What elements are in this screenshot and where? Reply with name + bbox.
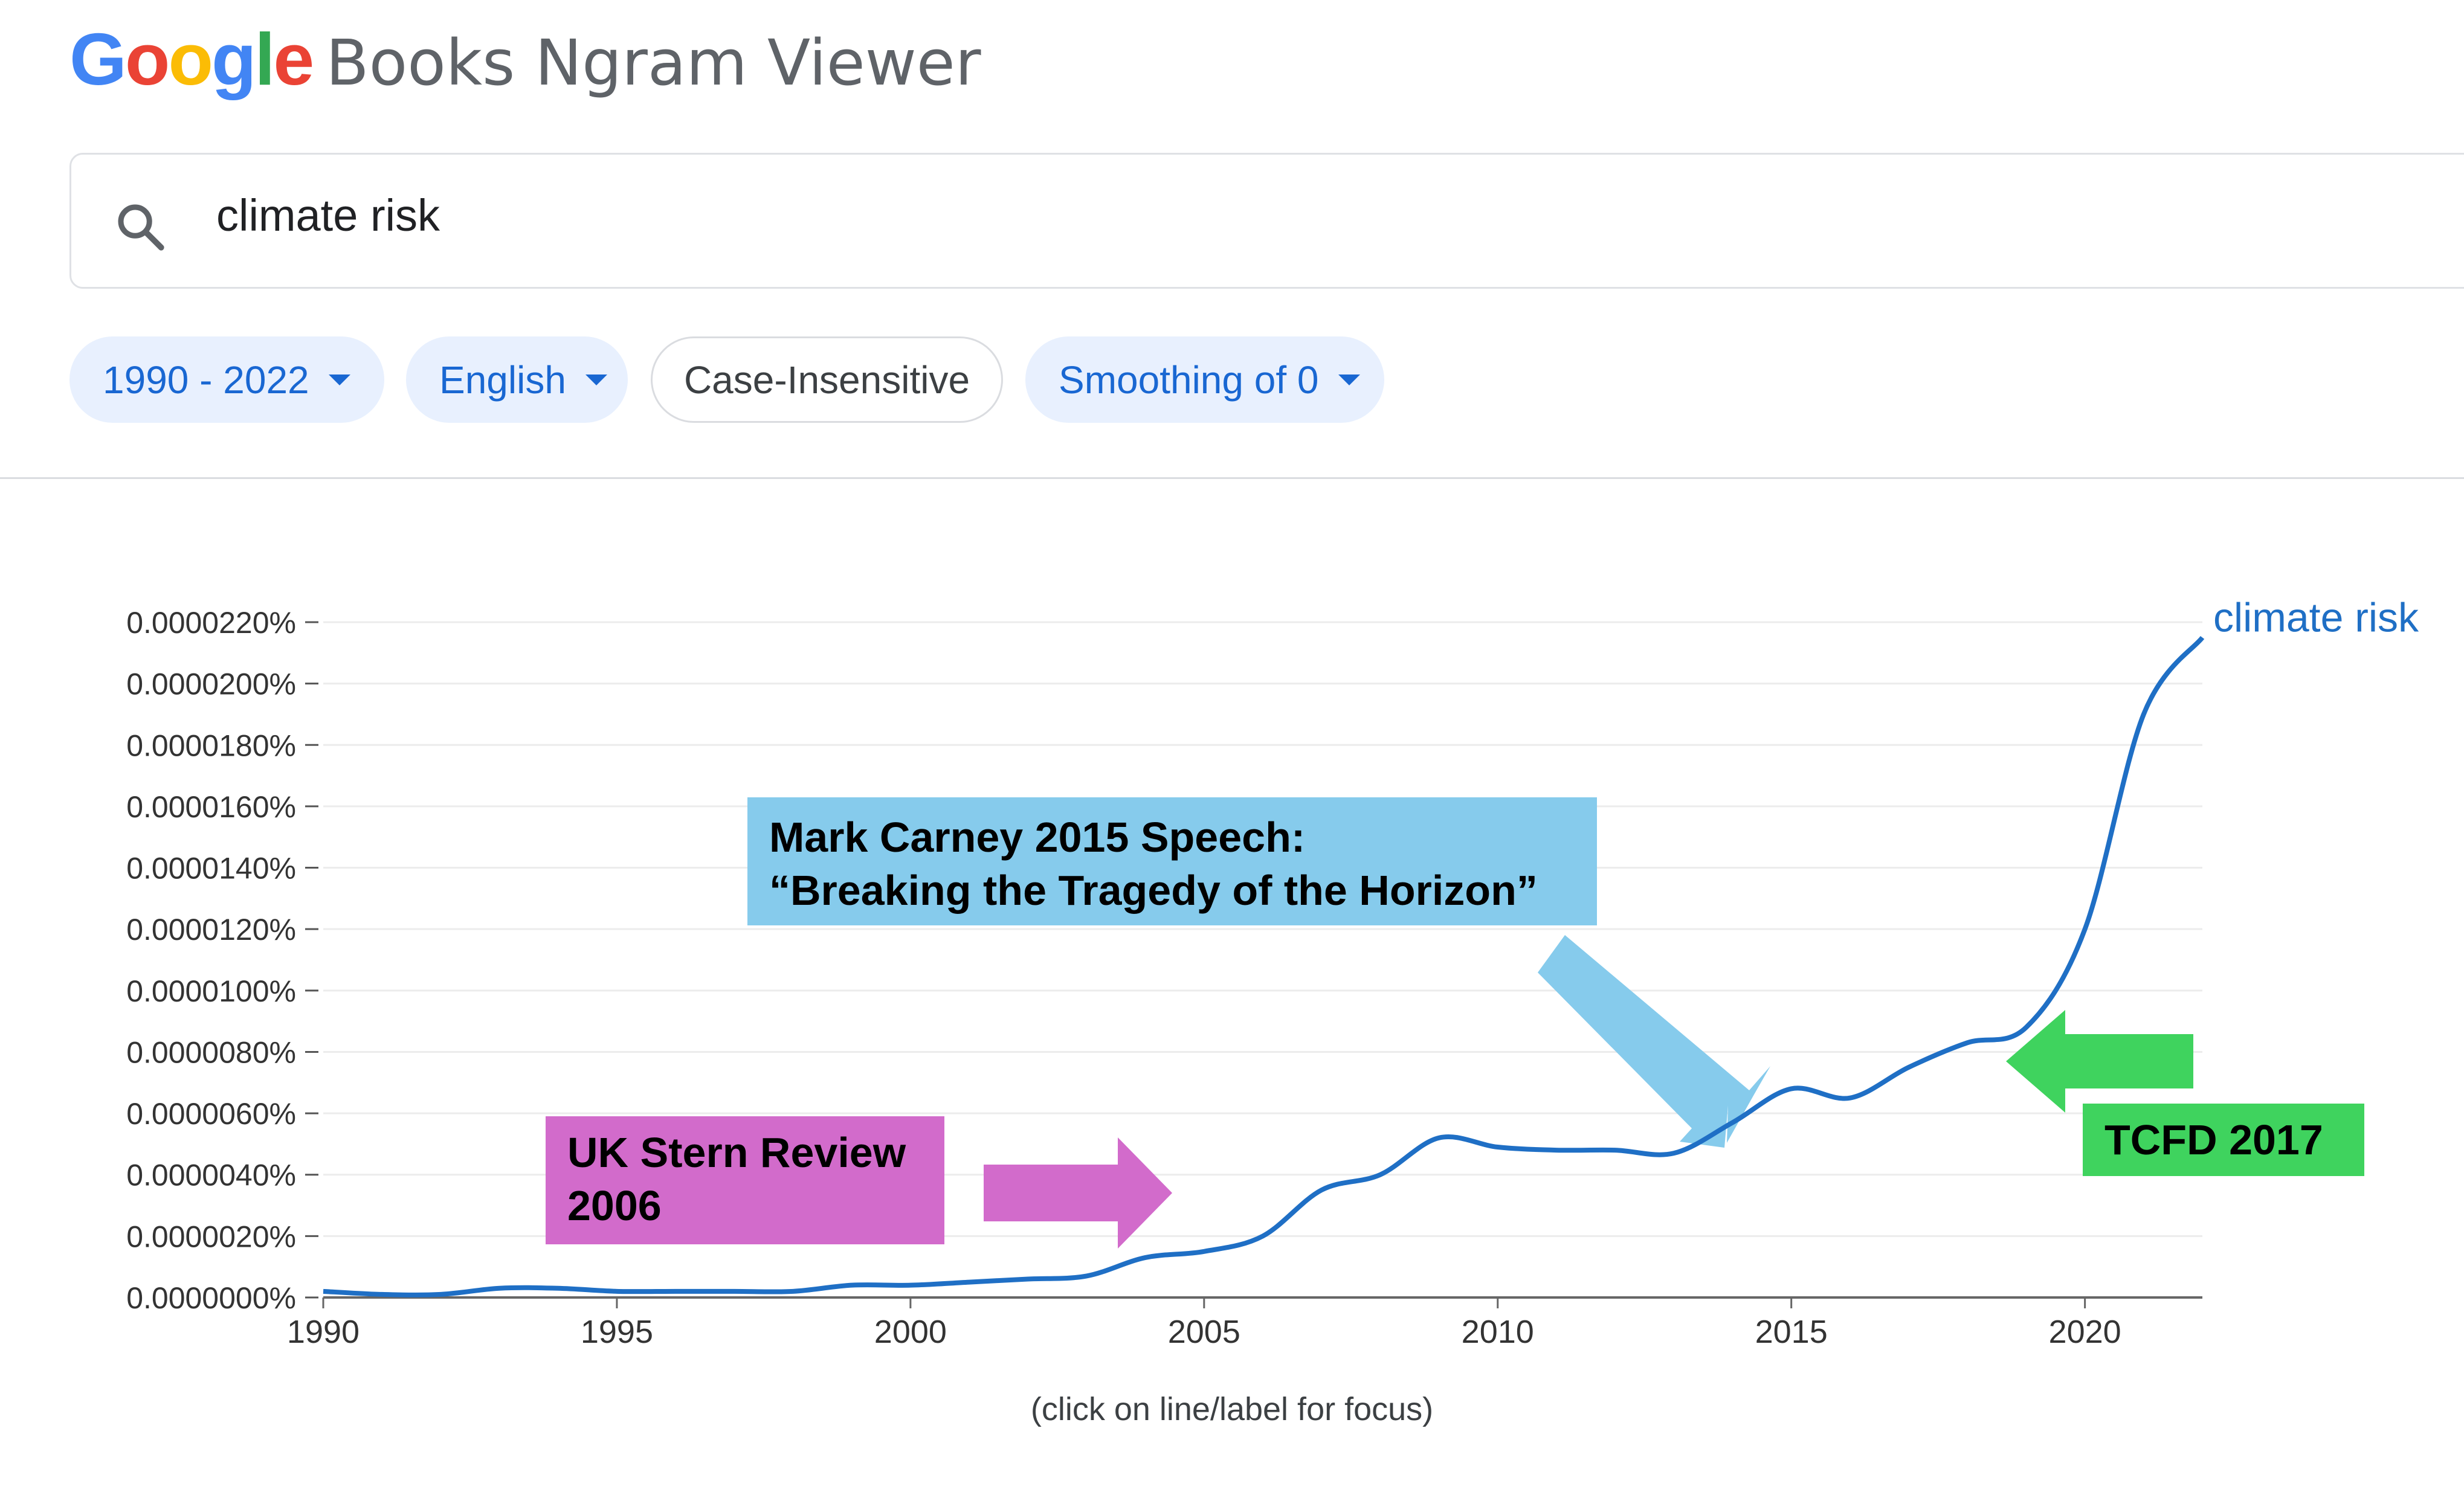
- chevron-down-icon: [328, 374, 350, 385]
- google-letter: l: [254, 18, 276, 100]
- carney-callout-line1: Mark Carney 2015 Speech:: [769, 814, 1306, 861]
- google-letter: e: [273, 18, 314, 100]
- y-tick-label: 0.0000220%: [126, 606, 296, 640]
- x-tick-label: 2005: [1168, 1314, 1240, 1350]
- logo-product-name: Books Ngram Viewer: [326, 26, 981, 100]
- series-label-climate-risk[interactable]: climate risk: [2213, 594, 2419, 640]
- y-tick-label: 0.0000040%: [126, 1159, 296, 1192]
- google-letter: o: [168, 18, 213, 100]
- year-range-dropdown[interactable]: 1990 - 2022: [69, 336, 384, 423]
- x-tick-label: 2010: [1462, 1314, 1534, 1350]
- y-tick-label: 0.0000080%: [126, 1035, 296, 1069]
- stern-callout-line2: 2006: [567, 1182, 662, 1229]
- y-tick-label: 0.0000000%: [126, 1281, 296, 1315]
- carney-arrow: [1538, 935, 1770, 1148]
- chevron-down-icon: [1338, 374, 1360, 385]
- carney-speech-callout: Mark Carney 2015 Speech: “Breaking the T…: [747, 797, 1597, 925]
- y-tick-label: 0.0000200%: [126, 667, 296, 701]
- y-tick-label: 0.0000020%: [126, 1220, 296, 1253]
- x-tick-label: 1990: [287, 1314, 360, 1350]
- google-wordmark: Google: [69, 18, 314, 100]
- y-tick-label: 0.0000140%: [126, 852, 296, 886]
- year-range-label: 1990 - 2022: [103, 358, 309, 402]
- stern-arrow: [984, 1137, 1172, 1249]
- search-input[interactable]: climate risk: [216, 190, 440, 240]
- google-letter: G: [69, 18, 127, 100]
- carney-callout-line2: “Breaking the Tragedy of the Horizon”: [769, 867, 1538, 914]
- x-tick-label: 1995: [581, 1314, 653, 1350]
- language-label: English: [439, 358, 566, 402]
- search-icon[interactable]: [114, 200, 168, 254]
- case-insensitive-toggle[interactable]: Case-Insensitive: [651, 336, 1003, 423]
- series-line-climate-risk[interactable]: [323, 635, 2205, 1297]
- chart-axes: 0.0000000% 0.0000020% 0.0000040% 0.0000060%…: [126, 606, 2202, 1350]
- x-tick-label: 2000: [874, 1314, 947, 1350]
- y-tick-label: 0.0000180%: [126, 728, 296, 762]
- stern-review-callout: UK Stern Review 2006: [546, 1116, 944, 1244]
- chart-footer-note: (click on line/label for focus): [1030, 1391, 1434, 1427]
- y-tick-label: 0.0000060%: [126, 1097, 296, 1131]
- stern-callout-line1: UK Stern Review: [567, 1129, 906, 1176]
- chart-series[interactable]: climate risk: [323, 594, 2419, 1297]
- tcfd-callout: TCFD 2017: [2083, 1104, 2364, 1176]
- header-divider: [0, 477, 2464, 479]
- google-books-ngram-logo[interactable]: Google Books Ngram Viewer: [69, 17, 981, 108]
- y-tick-label: 0.0000160%: [126, 790, 296, 824]
- google-letter: o: [124, 18, 170, 100]
- x-tick-label: 2015: [1755, 1314, 1828, 1350]
- smoothing-label: Smoothing of 0: [1059, 358, 1319, 402]
- google-letter: g: [211, 18, 257, 100]
- annotation-arrows: [984, 935, 2193, 1249]
- chevron-down-icon: [585, 374, 607, 385]
- y-tick-label: 0.0000120%: [126, 913, 296, 947]
- tcfd-arrow: [2006, 1010, 2193, 1113]
- search-box[interactable]: climate risk: [69, 153, 2464, 289]
- language-dropdown[interactable]: English: [406, 336, 628, 423]
- y-tick-label: 0.0000100%: [126, 974, 296, 1008]
- x-tick-label: 2020: [2049, 1314, 2121, 1350]
- smoothing-dropdown[interactable]: Smoothing of 0: [1025, 336, 1384, 423]
- case-label: Case-Insensitive: [683, 358, 970, 402]
